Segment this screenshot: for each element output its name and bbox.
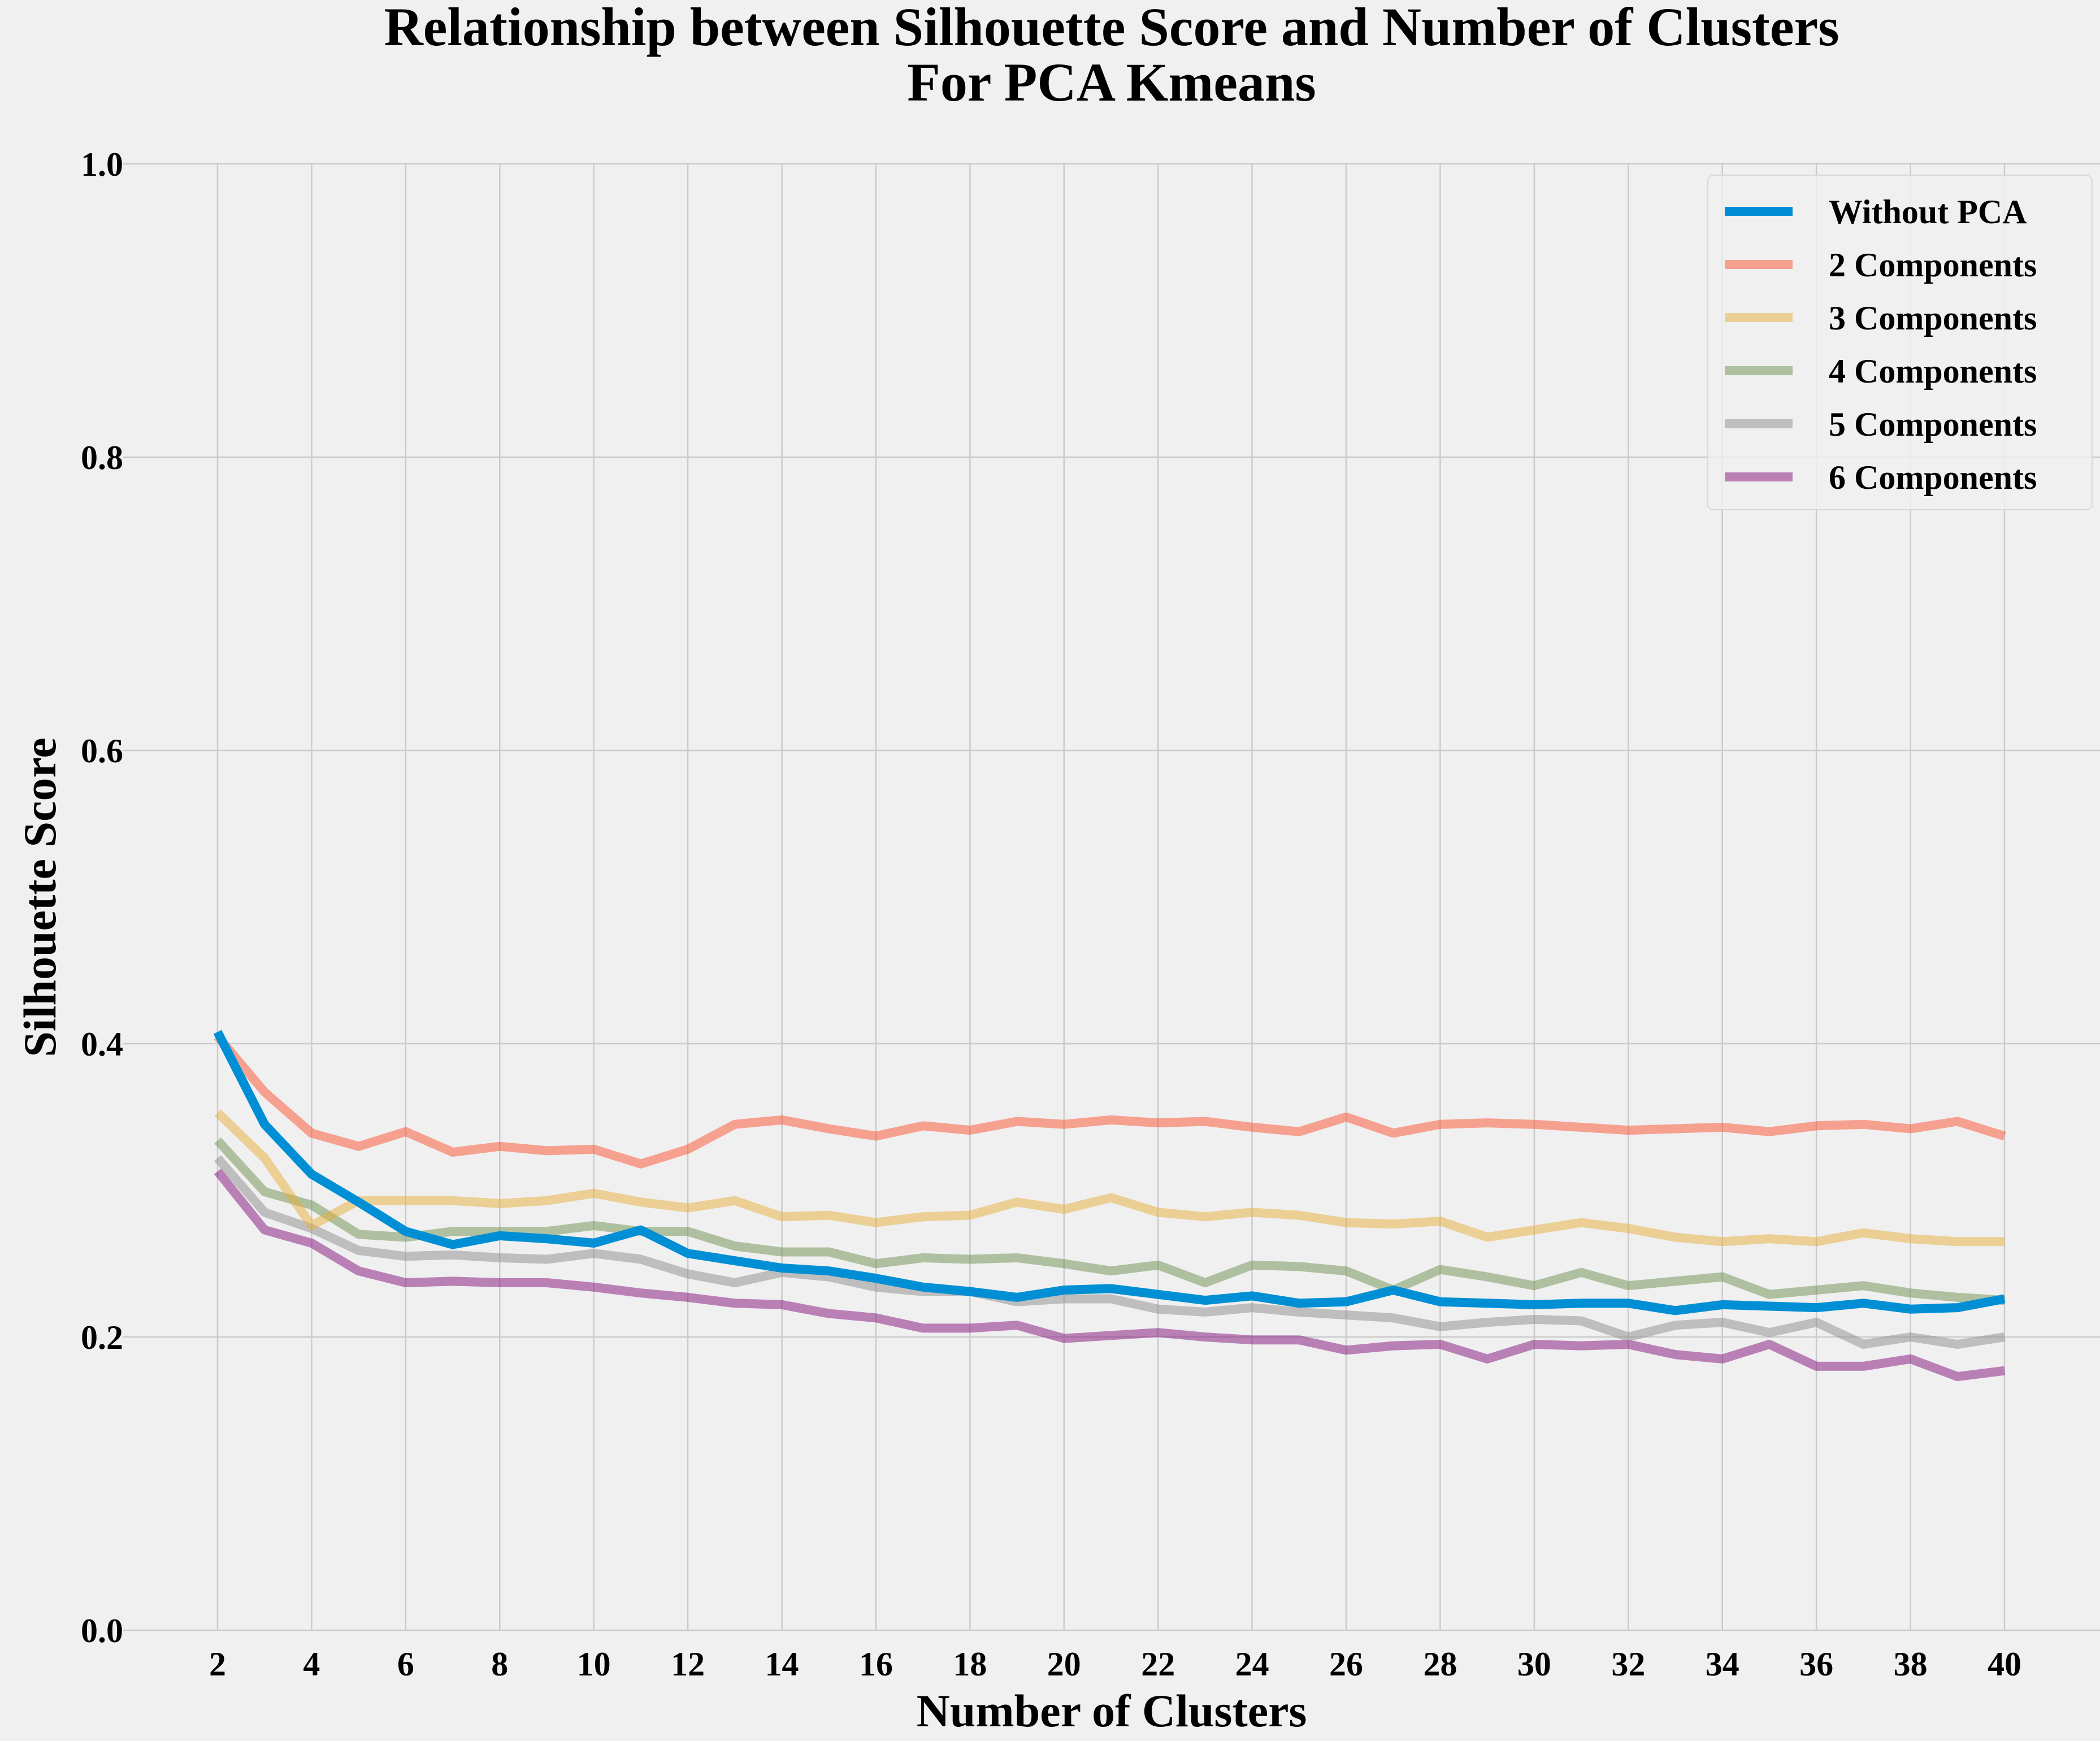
chart-title: Relationship between Silhouette Score an… [384,0,1839,57]
y-tick-label: 0.4 [81,1026,123,1063]
x-axis-label: Number of Clusters [917,1685,1307,1736]
tick-labels: 2 4 6 8 10 12 14 16 18 20 22 24 26 28 30 32 34 36 38 400.00… [81,146,2021,1683]
x-tick-label: 8 [491,1646,508,1683]
y-tick-label: 0.0 [81,1612,123,1649]
y-tick-label: 1.0 [81,146,123,183]
y-tick-label: 0.2 [81,1319,123,1356]
legend-label-1: 2 Components [1829,246,2037,284]
x-tick-label: 12 [671,1646,705,1683]
series-line-3 [214,1137,2005,1305]
series-line-0 [213,1030,2006,1315]
x-tick-label: 4 [303,1646,320,1683]
x-tick-label: 32 [1611,1646,1645,1683]
series-line-1 [214,1033,2006,1169]
legend-label-4: 5 Components [1829,406,2037,443]
x-tick-label: 28 [1423,1646,1457,1683]
legend-label-2: 3 Components [1829,299,2037,337]
series-line-2 [214,1109,2004,1247]
series-lines [213,1030,2006,1382]
legend-label-5: 6 Components [1829,459,2037,496]
x-tick-label: 26 [1329,1646,1363,1683]
x-tick-label: 34 [1706,1646,1739,1683]
x-tick-label: 14 [765,1646,799,1683]
x-tick-label: 36 [1799,1646,1833,1683]
x-tick-label: 40 [1988,1646,2021,1683]
x-tick-label: 10 [577,1646,611,1683]
chart-subtitle: For PCA Kmeans [907,52,1316,112]
y-tick-label: 0.8 [81,439,123,476]
x-tick-label: 20 [1047,1646,1081,1683]
legend: Without PCA 2 Components 3 Components 4 Com… [1707,175,2093,510]
x-tick-label: 6 [397,1646,414,1683]
legend-label-3: 4 Components [1829,353,2037,390]
x-tick-label: 24 [1235,1646,1269,1683]
legend-box [1707,175,2093,510]
series-line-4 [214,1155,2006,1349]
x-tick-label: 38 [1894,1646,1928,1683]
y-axis-label: Silhouette Score [14,737,66,1057]
x-tick-label: 2 [209,1646,226,1683]
x-tick-label: 30 [1517,1646,1551,1683]
series-line-5 [214,1168,2005,1382]
legend-label-0: Without PCA [1829,193,2027,231]
x-tick-label: 18 [953,1646,987,1683]
y-tick-label: 0.6 [81,732,123,770]
x-tick-label: 16 [859,1646,893,1683]
x-tick-label: 22 [1141,1646,1175,1683]
